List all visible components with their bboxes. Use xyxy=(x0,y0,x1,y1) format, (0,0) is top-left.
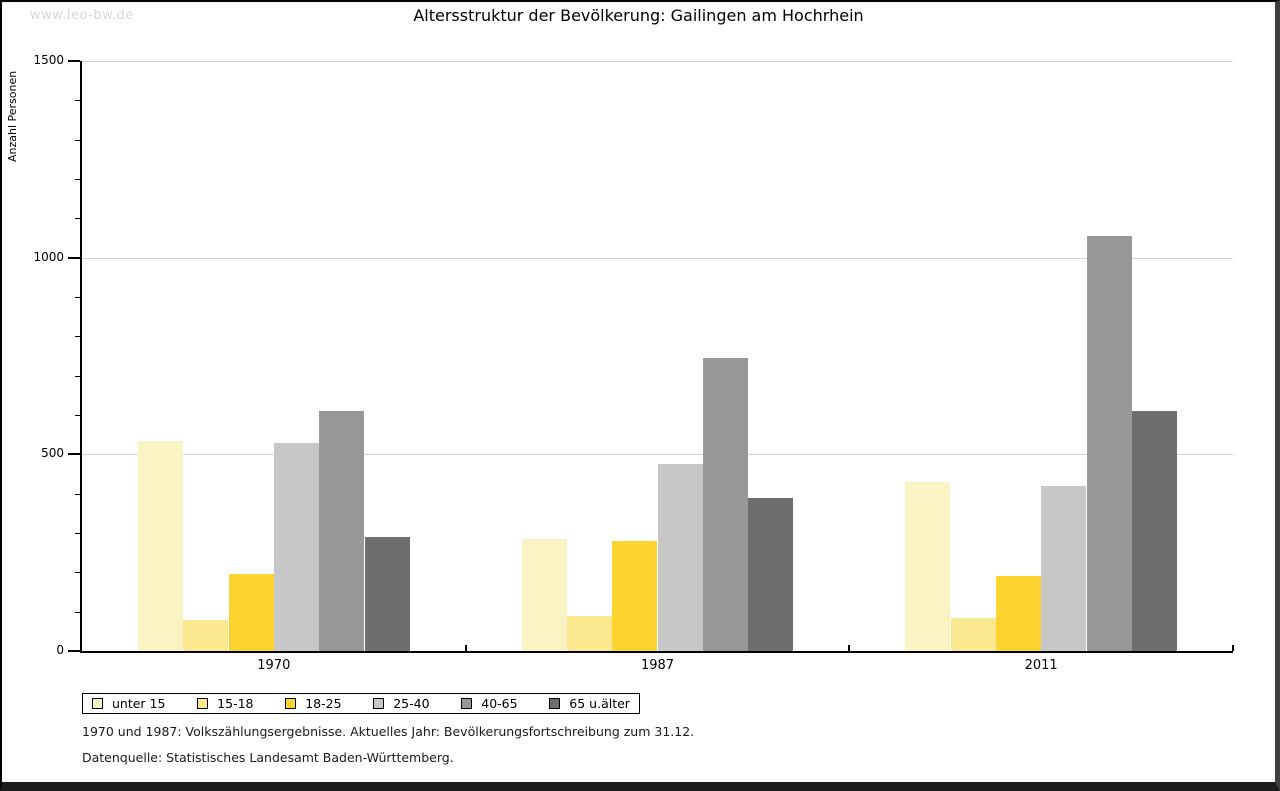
footnote-source-method: 1970 und 1987: Volkszählungsergebnisse. … xyxy=(82,724,695,739)
y-axis-minor-tick xyxy=(75,179,81,180)
bar-1987-18-25 xyxy=(612,540,658,651)
bar-2011-unter-15 xyxy=(905,481,951,651)
bar-1970-40-65 xyxy=(319,411,365,651)
y-axis-major-tick xyxy=(68,650,80,652)
y-axis-tick-label: 1000 xyxy=(33,249,64,264)
gridline xyxy=(82,257,1233,259)
legend-label: 18-25 xyxy=(305,696,342,711)
y-axis-minor-tick xyxy=(75,100,81,102)
y-axis-minor-tick xyxy=(75,415,81,416)
y-axis-major-tick xyxy=(68,256,80,259)
x-axis-group-tick xyxy=(464,645,467,651)
plot-area: 0 500 1000 1500 1970 1987 2011 xyxy=(33,53,1234,673)
gridline xyxy=(82,454,1233,456)
bar-1987-unter-15 xyxy=(521,538,567,651)
y-axis-minor-tick xyxy=(75,493,81,495)
bar-1970-65-u.älter xyxy=(364,536,410,651)
x-axis-category-label: 1987 xyxy=(640,658,675,673)
legend-swatch-icon xyxy=(373,698,385,709)
bar-2011-18-25 xyxy=(995,576,1042,651)
y-axis-label: Anzahl Personen xyxy=(6,70,19,162)
legend-swatch-icon xyxy=(285,698,297,709)
bar-2011-40-65 xyxy=(1086,236,1132,651)
bar-2011-15-18 xyxy=(950,617,996,651)
legend-label: 15-18 xyxy=(217,696,254,711)
y-axis-minor-tick xyxy=(75,336,81,338)
gridline xyxy=(82,61,1233,62)
legend-item: 65 u.älter xyxy=(549,696,630,711)
y-axis-tick-label: 500 xyxy=(41,446,64,461)
y-axis-minor-tick xyxy=(75,611,81,613)
legend-item: unter 15 xyxy=(92,696,165,711)
legend: unter 15 15-18 18-25 25-40 40-65 65 u.älter xyxy=(82,693,640,714)
y-axis-minor-tick xyxy=(75,297,81,298)
footnote-data-source: Datenquelle: Statistisches Landesamt Bad… xyxy=(82,750,454,765)
y-axis-minor-tick xyxy=(75,533,81,534)
y-axis-tick-label: 0 xyxy=(56,643,64,657)
watermark: www.leo-bw.de xyxy=(30,8,134,23)
legend-label: 25-40 xyxy=(393,696,430,711)
bar-2011-25-40 xyxy=(1041,485,1087,651)
y-axis-major-tick xyxy=(68,60,80,62)
bar-1987-25-40 xyxy=(657,464,703,651)
x-axis-category-label: 2011 xyxy=(1024,658,1058,673)
legend-label: unter 15 xyxy=(112,696,166,711)
legend-label: 40-65 xyxy=(481,696,518,711)
bar-2011-65-u.älter xyxy=(1131,411,1178,651)
bar-1970-unter-15 xyxy=(137,440,184,651)
y-axis-minor-tick xyxy=(75,139,81,141)
legend-item: 15-18 xyxy=(197,696,254,711)
page-title: Altersstruktur der Bevölkerung: Gailinge… xyxy=(413,6,864,25)
y-axis-major-tick xyxy=(68,453,80,456)
legend-swatch-icon xyxy=(461,698,473,709)
legend-label: 65 u.älter xyxy=(569,696,630,711)
y-axis-minor-tick xyxy=(75,218,81,220)
y-axis-tick-label: 1500 xyxy=(33,53,64,67)
legend-swatch-icon xyxy=(549,698,561,709)
bar-1987-15-18 xyxy=(566,615,613,651)
x-axis-group-tick xyxy=(1232,645,1234,651)
legend-item: 18-25 xyxy=(285,696,342,711)
x-axis-group-tick xyxy=(848,645,851,651)
legend-swatch-icon xyxy=(197,698,209,709)
bar-1970-15-18 xyxy=(183,619,229,651)
x-axis-category-label: 1970 xyxy=(257,658,291,673)
legend-swatch-icon xyxy=(92,698,103,709)
bar-1970-25-40 xyxy=(273,442,320,651)
bar-1970-18-25 xyxy=(228,574,274,651)
legend-item: 25-40 xyxy=(373,696,430,711)
legend-item: 40-65 xyxy=(461,696,518,711)
y-axis-minor-tick xyxy=(75,375,81,377)
bar-1987-65-u.älter xyxy=(748,497,794,651)
bar-1987-40-65 xyxy=(702,357,749,651)
y-axis-minor-tick xyxy=(75,572,81,574)
